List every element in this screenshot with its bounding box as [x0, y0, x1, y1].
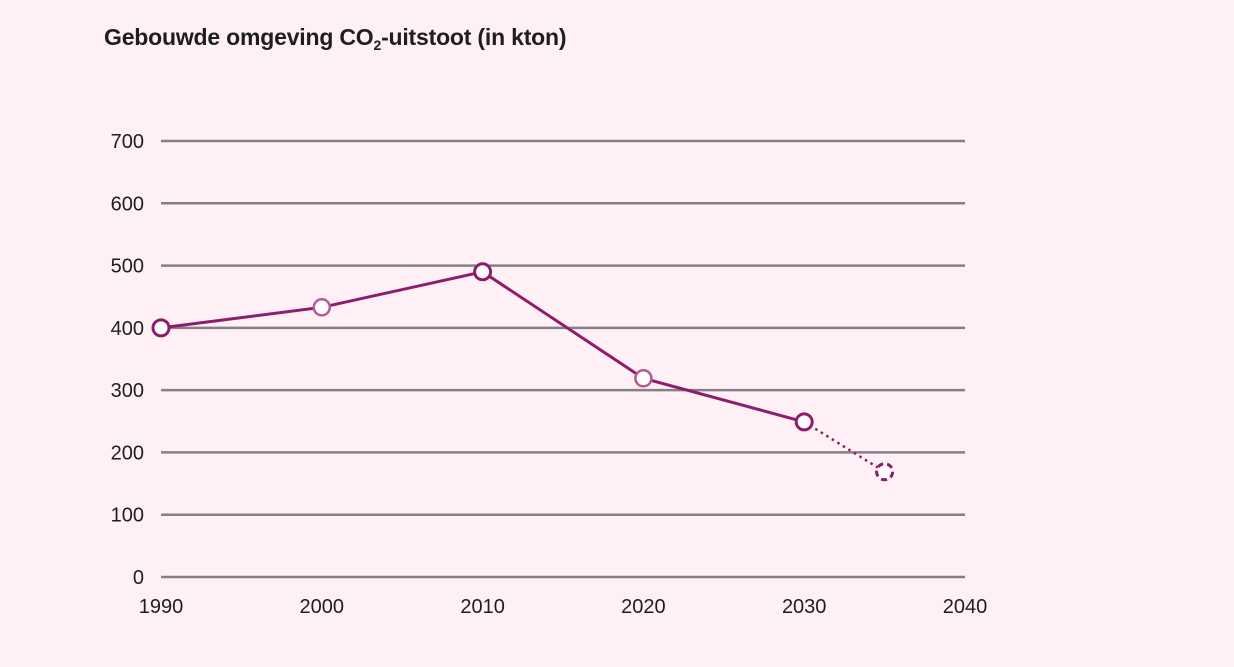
- data-point-2010: [473, 262, 493, 282]
- x-tick-label-2020: 2020: [621, 596, 666, 618]
- grid-lines: [161, 139, 965, 579]
- data-point-2030: [794, 412, 814, 432]
- y-tick-label-100: 100: [111, 505, 144, 527]
- x-tick-label-2010: 2010: [460, 596, 505, 618]
- series-markers: [151, 262, 895, 482]
- y-tick-label-200: 200: [111, 442, 144, 464]
- x-axis-tick-labels: 1990 2000 2010 2020 2030 2040: [139, 596, 988, 618]
- series-line-0: [160, 270, 805, 424]
- y-axis-tick-labels: 0 100 200 300 400 500 600 700: [111, 131, 144, 589]
- data-point-1990: [151, 318, 171, 338]
- data-point-2000: [312, 298, 332, 317]
- y-tick-label-500: 500: [111, 256, 144, 278]
- x-tick-label-2030: 2030: [782, 596, 827, 618]
- x-tick-label-1990: 1990: [139, 596, 184, 618]
- y-tick-label-400: 400: [111, 318, 144, 340]
- chart-title: Gebouwde omgeving CO2-uitstoot (in kton): [104, 24, 567, 53]
- chart-title-subscript: 2: [373, 37, 382, 53]
- x-tick-label-2040: 2040: [943, 596, 988, 618]
- y-tick-label-700: 700: [111, 131, 144, 153]
- series-line-1: [803, 420, 886, 473]
- data-point-2035: [875, 462, 895, 482]
- y-tick-label-600: 600: [111, 193, 144, 215]
- y-tick-label-0: 0: [133, 567, 144, 589]
- data-point-2020: [634, 369, 653, 388]
- y-tick-label-300: 300: [111, 380, 144, 402]
- x-tick-label-2000: 2000: [300, 596, 345, 618]
- series-lines: [160, 270, 886, 473]
- chart-title-prefix: Gebouwde omgeving CO: [104, 24, 374, 50]
- chart-title-suffix: -uitstoot (in kton): [381, 24, 567, 50]
